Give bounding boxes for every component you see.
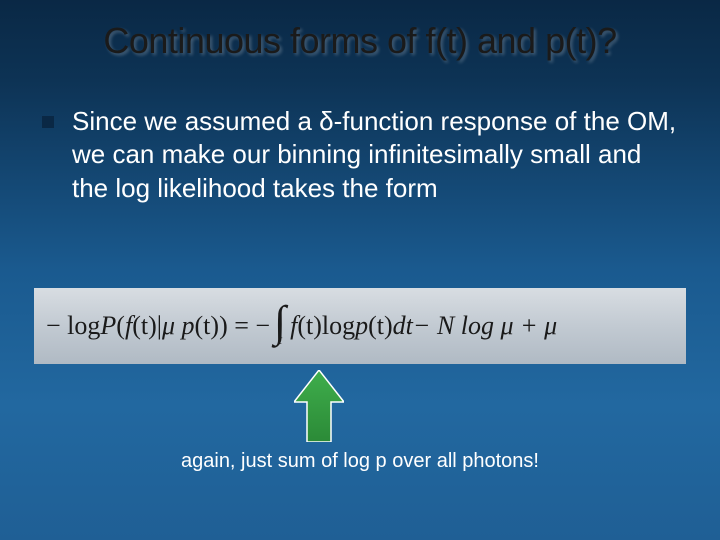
slide: Continuous forms of f(t) and p(t)? Since…: [0, 0, 720, 540]
formula-part: f: [125, 311, 132, 341]
formula-part: dt: [393, 311, 413, 341]
caption-text: again, just sum of log p over all photon…: [0, 450, 720, 473]
formula-part: f: [290, 311, 297, 341]
bullet-item: Since we assumed a δ-function response o…: [42, 105, 678, 205]
formula-part: − N log μ + μ: [413, 311, 557, 341]
formula-part: μ p: [162, 311, 195, 341]
body-area: Since we assumed a δ-function response o…: [42, 105, 678, 205]
formula-part: (t): [132, 311, 157, 341]
formula-part: ) = −: [219, 311, 270, 341]
slide-title: Continuous forms of f(t) and p(t)?: [0, 20, 720, 62]
formula-box: − log P ( f (t) | μ p (t) ) = − ∫ t f (t…: [34, 288, 686, 364]
formula-part: (t): [368, 311, 393, 341]
formula-part: (t): [297, 311, 322, 341]
formula-part: log: [322, 311, 355, 341]
formula-part: (t): [195, 311, 220, 341]
formula-part: p: [355, 311, 368, 341]
bullet-marker-icon: [42, 116, 54, 128]
formula: − log P ( f (t) | μ p (t) ) = − ∫ t f (t…: [46, 307, 557, 346]
arrow-icon: [294, 370, 344, 447]
bullet-text: Since we assumed a δ-function response o…: [72, 105, 678, 205]
formula-part: − log: [46, 311, 100, 341]
formula-part: P: [100, 311, 116, 341]
formula-part: (: [116, 311, 125, 341]
arrow-polygon: [294, 370, 344, 442]
integral-icon: ∫ t: [274, 307, 286, 346]
